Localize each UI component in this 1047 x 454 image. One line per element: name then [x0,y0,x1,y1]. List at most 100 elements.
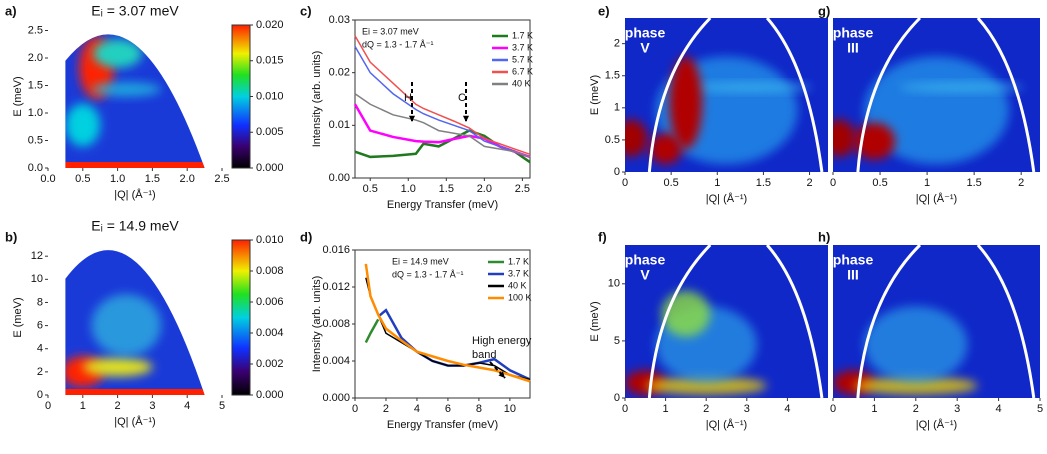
legend-label: 100 K [508,292,532,302]
heat-strip [65,389,205,395]
x-tick-label: 1 [924,177,930,189]
panel-label: c) [300,3,312,18]
heat-region [689,82,812,92]
y-tick-label: 0.03 [329,14,350,26]
heat-region [899,82,1024,92]
phase-label: V [640,267,650,283]
x-tick-label: 1.5 [439,183,454,195]
heat-region [82,357,153,377]
x-tick-label: 4 [784,403,790,415]
phase-label: phase [625,252,666,268]
colorbar [231,24,251,169]
colorbar-tick-label: 0.006 [256,296,284,308]
x-axis-label: |Q| (Å⁻¹) [706,418,747,431]
colorbar-tick-label: 0.000 [256,389,284,401]
x-tick-label: 4 [414,403,420,415]
y-tick-label: 1.5 [28,79,43,91]
x-tick-label: 0 [352,403,358,415]
y-tick-label: 0.016 [322,244,350,256]
series-line [354,93,531,158]
heat-region [864,306,968,383]
colorbar-tick-label: 0.005 [256,126,284,138]
heat-region [91,294,162,357]
x-tick-label: 1 [714,177,720,189]
annotation: Ei = 3.07 meV [362,26,419,36]
x-tick-label: 2.0 [477,183,492,195]
series-line [354,129,531,164]
y-axis-label: Intensity (arb. units) [311,276,323,373]
y-axis-label: E (meV) [12,76,24,116]
x-tick-label: 2 [1018,177,1024,189]
annotation: dQ = 1.3 - 1.7 Å⁻¹ [392,269,464,279]
chart-title: Eᵢ = 14.9 meV [91,218,179,234]
x-axis-label: |Q| (Å⁻¹) [916,192,957,205]
x-tick-label: 1.0 [110,173,125,185]
x-tick-label: 2.5 [515,183,530,195]
panel-label: d) [300,229,312,244]
phase-label: phase [625,25,666,41]
phase-label: phase [833,252,874,268]
legend-label: 3.7 K [508,268,529,278]
panel-label: b) [5,229,17,244]
heatmap [65,34,205,168]
x-tick-label: 0 [622,403,628,415]
x-tick-label: 0.0 [40,173,55,185]
x-axis-label: Energy Transfer (meV) [387,199,498,211]
x-tick-label: 0 [622,177,628,189]
heat-region [65,103,101,147]
y-tick-label: 0.004 [322,355,350,367]
x-tick-label: 10 [504,403,516,415]
y-axis-label: Intensity (arb. units) [311,51,323,148]
heat-region [833,119,856,157]
x-tick-label: 0 [830,403,836,415]
x-tick-label: 1.0 [401,183,416,195]
phase-label: phase [833,25,874,41]
x-tick-label: 1.5 [966,177,981,189]
colorbar-tick-label: 0.004 [256,327,284,339]
x-tick-label: 1 [663,403,669,415]
kinematic-limit [765,245,824,398]
phase-label: III [847,267,859,283]
heat-region [649,133,682,165]
panel-label: e) [598,3,610,18]
heatmap [625,18,828,172]
heat-strip [65,162,205,168]
heat-region [91,82,162,97]
y-tick-label: 0.02 [329,67,350,79]
colorbar-tick-label: 0.010 [256,90,284,102]
legend-label: 1.7 K [508,256,529,266]
colorbar-tick-label: 0.020 [256,19,284,31]
y-tick-label: 2.0 [28,52,43,64]
annotation-arrow [489,361,506,379]
y-tick-label: 8 [37,296,43,308]
x-tick-label: 4 [184,400,190,412]
x-tick-label: 1 [871,403,877,415]
y-tick-label: 0 [37,389,43,401]
annotation: dQ = 1.3 - 1.7 Å⁻¹ [362,39,434,49]
y-tick-label: 12 [31,250,43,262]
x-tick-label: 2 [383,403,389,415]
y-tick-label: 2 [37,366,43,378]
phase-label: V [640,40,650,56]
y-tick-label: 0.012 [322,281,350,293]
y-tick-label: 0 [614,392,620,404]
colorbar-tick-label: 0.008 [256,265,284,277]
y-tick-label: 0.5 [605,134,620,146]
y-tick-label: 0.5 [28,134,43,146]
x-tick-label: 5 [1037,403,1043,415]
panel-label: a) [5,3,17,18]
kinematic-limit [856,245,921,398]
heatmap [833,18,1040,172]
kinematic-limit [765,18,824,172]
x-tick-label: 0.5 [363,183,378,195]
x-tick-label: 0 [830,177,836,189]
x-tick-label: 0 [45,400,51,412]
x-tick-label: 2 [115,400,121,412]
heat-region [669,56,703,149]
kinematic-limit [647,245,712,398]
colorbar-tick-label: 0.015 [256,55,284,67]
y-tick-label: 0.008 [322,318,350,330]
heat-region [625,119,648,157]
x-tick-label: 0.5 [872,177,887,189]
